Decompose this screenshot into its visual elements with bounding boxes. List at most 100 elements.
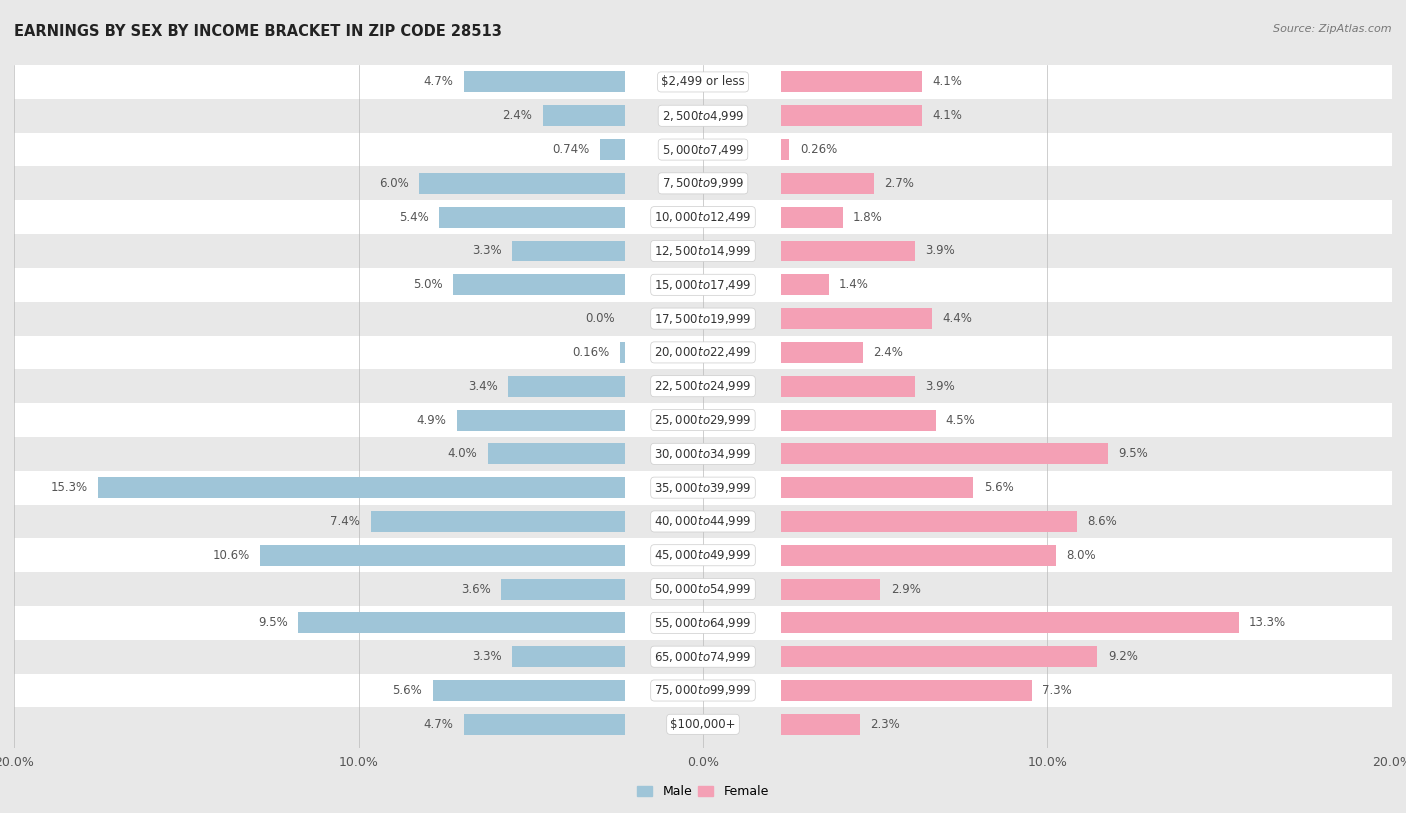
Text: 3.6%: 3.6% xyxy=(461,583,491,596)
Bar xyxy=(780,714,859,735)
Legend: Male, Female: Male, Female xyxy=(633,780,773,803)
Bar xyxy=(502,579,626,599)
Text: 2.3%: 2.3% xyxy=(870,718,900,731)
Text: 6.0%: 6.0% xyxy=(378,177,409,190)
Bar xyxy=(780,342,863,363)
Text: $15,000 to $17,499: $15,000 to $17,499 xyxy=(654,278,752,292)
Bar xyxy=(419,173,626,193)
Text: 7.4%: 7.4% xyxy=(330,515,360,528)
Text: Source: ZipAtlas.com: Source: ZipAtlas.com xyxy=(1274,24,1392,34)
Text: 3.3%: 3.3% xyxy=(472,650,502,663)
Bar xyxy=(14,640,1392,674)
Bar xyxy=(780,646,1098,667)
Text: 3.4%: 3.4% xyxy=(468,380,498,393)
Bar xyxy=(14,200,1392,234)
Text: 0.0%: 0.0% xyxy=(585,312,616,325)
Text: 3.9%: 3.9% xyxy=(925,245,955,258)
Text: $7,500 to $9,999: $7,500 to $9,999 xyxy=(662,176,744,190)
Bar xyxy=(780,173,873,193)
Bar xyxy=(780,241,915,262)
Bar xyxy=(780,612,1239,633)
Bar xyxy=(14,234,1392,268)
Bar xyxy=(512,646,626,667)
Bar xyxy=(543,105,626,126)
Bar xyxy=(14,336,1392,369)
Text: $30,000 to $34,999: $30,000 to $34,999 xyxy=(654,447,752,461)
Text: 0.26%: 0.26% xyxy=(800,143,837,156)
Bar xyxy=(780,680,1032,701)
Text: 2.4%: 2.4% xyxy=(502,109,533,122)
Text: 0.16%: 0.16% xyxy=(572,346,610,359)
Text: 5.6%: 5.6% xyxy=(984,481,1014,494)
Text: 4.5%: 4.5% xyxy=(946,414,976,427)
Text: $12,500 to $14,999: $12,500 to $14,999 xyxy=(654,244,752,258)
Text: $45,000 to $49,999: $45,000 to $49,999 xyxy=(654,548,752,563)
Text: 15.3%: 15.3% xyxy=(51,481,89,494)
Text: 2.9%: 2.9% xyxy=(891,583,921,596)
Bar xyxy=(780,72,922,93)
Text: $2,499 or less: $2,499 or less xyxy=(661,76,745,89)
Bar xyxy=(433,680,626,701)
Text: $50,000 to $54,999: $50,000 to $54,999 xyxy=(654,582,752,596)
Text: $17,500 to $19,999: $17,500 to $19,999 xyxy=(654,311,752,325)
Text: 3.3%: 3.3% xyxy=(472,245,502,258)
Bar xyxy=(600,139,626,160)
Bar xyxy=(14,471,1392,505)
Bar xyxy=(453,274,626,295)
Text: 7.3%: 7.3% xyxy=(1042,684,1071,697)
Bar xyxy=(780,308,932,329)
Bar xyxy=(14,65,1392,99)
Bar xyxy=(780,105,922,126)
Text: 4.9%: 4.9% xyxy=(416,414,446,427)
Text: 0.74%: 0.74% xyxy=(553,143,589,156)
Bar xyxy=(512,241,626,262)
Bar xyxy=(780,511,1077,532)
Text: $2,500 to $4,999: $2,500 to $4,999 xyxy=(662,109,744,123)
Text: $100,000+: $100,000+ xyxy=(671,718,735,731)
Text: 5.0%: 5.0% xyxy=(413,278,443,291)
Text: $75,000 to $99,999: $75,000 to $99,999 xyxy=(654,684,752,698)
Text: 8.0%: 8.0% xyxy=(1066,549,1097,562)
Text: 13.3%: 13.3% xyxy=(1249,616,1286,629)
Text: 2.4%: 2.4% xyxy=(873,346,904,359)
Bar xyxy=(14,674,1392,707)
Bar xyxy=(14,167,1392,200)
Bar xyxy=(298,612,626,633)
Text: 9.5%: 9.5% xyxy=(1118,447,1147,460)
Text: $65,000 to $74,999: $65,000 to $74,999 xyxy=(654,650,752,663)
Bar xyxy=(780,410,935,431)
Text: 1.4%: 1.4% xyxy=(839,278,869,291)
Text: $35,000 to $39,999: $35,000 to $39,999 xyxy=(654,480,752,494)
Text: 1.8%: 1.8% xyxy=(853,211,883,224)
Text: 9.2%: 9.2% xyxy=(1108,650,1137,663)
Bar xyxy=(14,606,1392,640)
Bar xyxy=(14,268,1392,302)
Text: $5,000 to $7,499: $5,000 to $7,499 xyxy=(662,142,744,157)
Bar xyxy=(780,207,842,228)
Text: 4.4%: 4.4% xyxy=(942,312,973,325)
Bar xyxy=(488,443,626,464)
Bar xyxy=(780,139,789,160)
Bar xyxy=(14,505,1392,538)
Bar xyxy=(14,369,1392,403)
Bar xyxy=(780,477,973,498)
Bar xyxy=(14,302,1392,336)
Text: $10,000 to $12,499: $10,000 to $12,499 xyxy=(654,211,752,224)
Bar xyxy=(371,511,626,532)
Bar xyxy=(780,376,915,397)
Text: $55,000 to $64,999: $55,000 to $64,999 xyxy=(654,616,752,630)
Text: 10.6%: 10.6% xyxy=(212,549,250,562)
Bar xyxy=(260,545,626,566)
Bar xyxy=(14,538,1392,572)
Text: 4.7%: 4.7% xyxy=(423,718,453,731)
Bar xyxy=(440,207,626,228)
Bar xyxy=(464,714,626,735)
Text: $22,500 to $24,999: $22,500 to $24,999 xyxy=(654,379,752,393)
Bar xyxy=(780,443,1108,464)
Text: 9.5%: 9.5% xyxy=(259,616,288,629)
Bar xyxy=(464,72,626,93)
Text: 3.9%: 3.9% xyxy=(925,380,955,393)
Text: 5.6%: 5.6% xyxy=(392,684,422,697)
Text: 2.7%: 2.7% xyxy=(884,177,914,190)
Text: $25,000 to $29,999: $25,000 to $29,999 xyxy=(654,413,752,427)
